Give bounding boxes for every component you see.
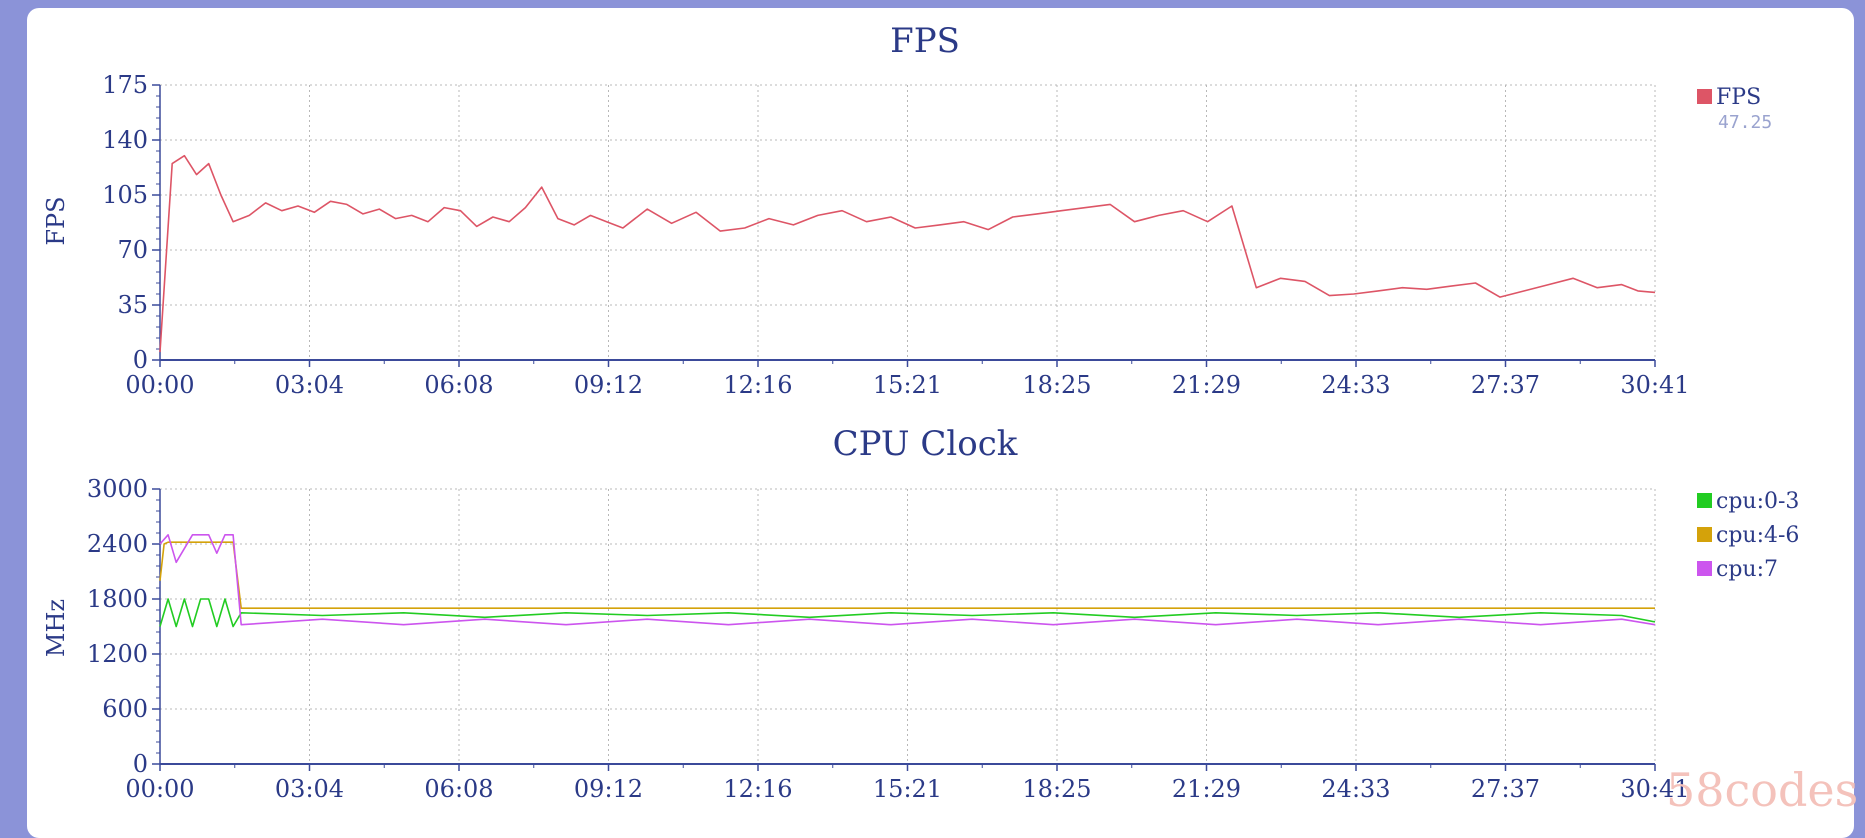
cpu-series [159,533,1656,628]
x-tick-label: 03:04 [275,371,344,399]
y-tick-label: 105 [102,181,148,209]
legend-swatch-cpu-4-6[interactable] [1697,527,1712,542]
y-tick-label: 2400 [87,530,148,558]
legend-label-cpu-7[interactable]: cpu:7 [1716,557,1778,582]
cpu-chart-title: CPU Clock [833,424,1018,464]
series-line-cpu-0-3[interactable] [159,598,1656,628]
y-tick-label: 0 [133,346,148,374]
x-tick-label: 21:29 [1172,775,1241,803]
cpu-y-axis-label: MHz [42,599,70,657]
watermark: 58codes [1666,763,1858,817]
x-tick-label: 18:25 [1022,775,1091,803]
x-tick-label: 18:25 [1022,371,1091,399]
cpu-clock-chart: CPU Clock MHz 00:00 03:04 06:08 09:12 12:16 1… [42,424,1799,803]
x-tick-label: 09:12 [574,371,643,399]
y-tick-label: 3000 [87,475,148,503]
fps-axes: 00:00 03:04 06:08 09:12 12:16 15:21 18:25 21:29… [102,71,1689,399]
x-tick-label: 24:33 [1321,371,1390,399]
x-tick-label: 30:41 [1620,371,1689,399]
y-tick-label: 140 [102,126,148,154]
y-tick-label: 70 [117,236,148,264]
legend-value-fps: 47.25 [1718,112,1772,133]
fps-series [159,154,1656,353]
x-tick-label: 06:08 [424,775,493,803]
charts-svg: FPS FPS 00:00 03:04 06:08 09:12 12:16 15:21 18… [42,21,1858,817]
x-tick-label: 06:08 [424,371,493,399]
series-line-cpu-7[interactable] [159,533,1656,626]
x-tick-label: 09:12 [574,775,643,803]
cpu-grid [160,488,1656,764]
y-tick-label: 1800 [87,585,148,613]
x-tick-label: 30:41 [1620,775,1689,803]
chart-panel [27,8,1854,838]
legend-label-cpu-0-3[interactable]: cpu:0-3 [1716,489,1799,514]
fps-chart-title: FPS [890,21,960,61]
legend-label-fps[interactable]: FPS [1716,85,1761,110]
y-tick-label: 1200 [87,640,148,668]
y-tick-label: 35 [117,291,148,319]
x-tick-label: 27:37 [1471,775,1540,803]
x-tick-label: 15:21 [873,775,942,803]
x-tick-label: 21:29 [1172,371,1241,399]
x-tick-label: 24:33 [1321,775,1390,803]
legend-swatch-cpu-7[interactable] [1697,561,1712,576]
y-tick-label: 175 [102,71,148,99]
x-tick-label: 00:00 [125,775,194,803]
cpu-legend[interactable]: cpu:0-3 cpu:4-6 cpu:7 [1697,489,1799,582]
x-tick-label: 03:04 [275,775,344,803]
cpu-axes: 00:00 03:04 06:08 09:12 12:16 15:21 18:25 21:29… [87,475,1690,803]
x-tick-label: 15:21 [873,371,942,399]
legend-swatch-cpu-0-3[interactable] [1697,493,1712,508]
x-tick-label: 12:16 [723,371,792,399]
x-tick-label: 00:00 [125,371,194,399]
legend-swatch-fps[interactable] [1697,89,1712,104]
x-tick-label: 27:37 [1471,371,1540,399]
series-line-cpu-4-6[interactable] [159,541,1655,610]
legend-label-cpu-4-6[interactable]: cpu:4-6 [1716,523,1799,548]
fps-grid [160,84,1656,360]
fps-chart: FPS FPS 00:00 03:04 06:08 09:12 12:16 15:21 18… [42,21,1772,399]
y-tick-label: 0 [133,750,148,778]
fps-legend[interactable]: FPS 47.25 [1697,85,1772,133]
series-line-fps[interactable] [159,154,1656,353]
fps-y-axis-label: FPS [42,196,70,245]
y-tick-label: 600 [102,695,148,723]
x-tick-label: 12:16 [723,775,792,803]
